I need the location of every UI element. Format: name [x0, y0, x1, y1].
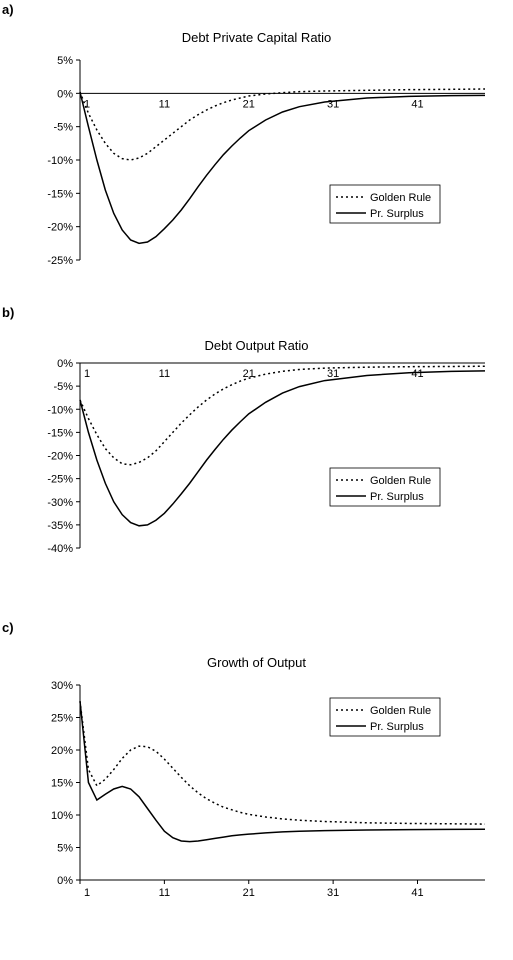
- ytick-label: 0%: [57, 358, 73, 370]
- xtick-label: 41: [411, 887, 423, 899]
- panel-b-chart: 0%-5%-10%-15%-20%-25%-30%-35%-40%1112131…: [30, 358, 500, 573]
- panel-a-title: Debt Private Capital Ratio: [0, 30, 513, 45]
- panel-b-label: b): [2, 305, 14, 320]
- panel-c-label: c): [2, 620, 14, 635]
- xtick-label: 11: [159, 368, 170, 380]
- ytick-label: -5%: [53, 381, 73, 393]
- ytick-label: -15%: [47, 427, 73, 439]
- ytick-label: -10%: [47, 155, 73, 167]
- panel_a-golden-rule-line: [80, 89, 485, 160]
- xtick-label: 21: [243, 98, 255, 110]
- xtick-label: 41: [411, 98, 423, 110]
- ytick-label: 0%: [57, 875, 73, 887]
- ytick-label: 20%: [51, 745, 73, 757]
- xtick-label: 41: [411, 368, 423, 380]
- ytick-label: -35%: [47, 520, 73, 532]
- ytick-label: -5%: [53, 122, 73, 134]
- figure-page: { "background_color": "#ffffff", "line_c…: [0, 0, 513, 960]
- xtick-label: 1: [84, 887, 90, 899]
- ytick-label: 0%: [57, 88, 73, 100]
- xtick-label: 1: [84, 368, 90, 380]
- legend-pr-surplus: Pr. Surplus: [370, 721, 424, 733]
- panel-a-chart: 5%0%-5%-10%-15%-20%-25%111213141Golden R…: [30, 55, 500, 280]
- ytick-label: -20%: [47, 451, 73, 463]
- legend-golden-rule: Golden Rule: [370, 475, 431, 487]
- ytick-label: 15%: [51, 778, 73, 790]
- legend-golden-rule: Golden Rule: [370, 705, 431, 717]
- panel_b-golden-rule-line: [80, 366, 485, 465]
- xtick-label: 31: [327, 368, 339, 380]
- panel-c-title: Growth of Output: [0, 655, 513, 670]
- ytick-label: -30%: [47, 497, 73, 509]
- ytick-label: 25%: [51, 713, 73, 725]
- legend-pr-surplus: Pr. Surplus: [370, 208, 424, 220]
- ytick-label: -20%: [47, 222, 73, 234]
- ytick-label: -10%: [47, 404, 73, 416]
- panel_c-svg: 30%25%20%15%10%5%0%111213141Golden RuleP…: [30, 680, 500, 940]
- ytick-label: -15%: [47, 188, 73, 200]
- ytick-label: 5%: [57, 55, 73, 67]
- xtick-label: 31: [327, 887, 339, 899]
- xtick-label: 1: [84, 98, 90, 110]
- xtick-label: 21: [243, 887, 255, 899]
- panel_b-svg: 0%-5%-10%-15%-20%-25%-30%-35%-40%1112131…: [30, 358, 500, 588]
- ytick-label: -25%: [47, 474, 73, 486]
- legend-pr-surplus: Pr. Surplus: [370, 491, 424, 503]
- panel-a-label: a): [2, 2, 14, 17]
- ytick-label: 5%: [57, 843, 73, 855]
- panel_a-svg: 5%0%-5%-10%-15%-20%-25%111213141Golden R…: [30, 55, 500, 295]
- legend-golden-rule: Golden Rule: [370, 192, 431, 204]
- ytick-label: -25%: [47, 255, 73, 267]
- xtick-label: 11: [159, 98, 170, 110]
- panel-b-title: Debt Output Ratio: [0, 338, 513, 353]
- ytick-label: 30%: [51, 680, 73, 692]
- ytick-label: 10%: [51, 810, 73, 822]
- xtick-label: 11: [159, 887, 170, 899]
- panel-c-chart: 30%25%20%15%10%5%0%111213141Golden RuleP…: [30, 680, 500, 925]
- ytick-label: -40%: [47, 543, 73, 555]
